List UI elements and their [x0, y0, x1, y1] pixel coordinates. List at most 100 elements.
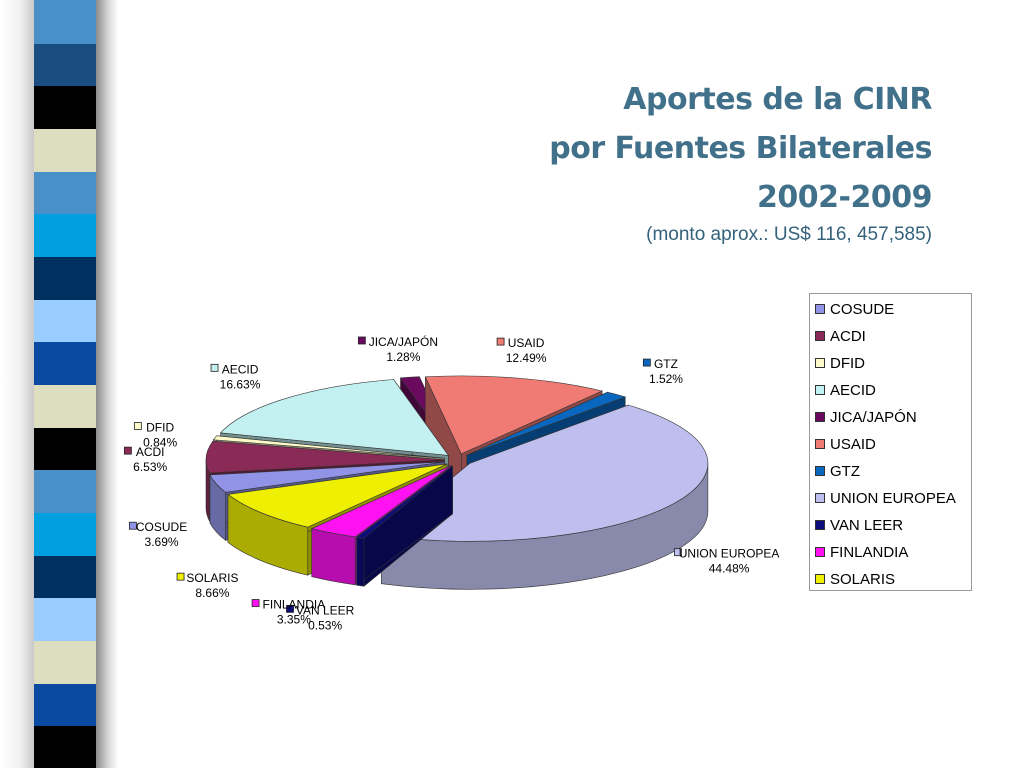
chart-legend: COSUDE ACDI DFID AECID JICA/JAPÓN USAID GTZ UNI…	[809, 293, 972, 591]
stripe-block	[34, 554, 96, 599]
slide-title-line-2: por Fuentes Bilaterales	[549, 131, 932, 166]
stripe-block	[34, 469, 96, 513]
legend-swatch	[815, 412, 825, 422]
legend-item-cosude: COSUDE	[815, 299, 894, 319]
data-label-name: ACDI	[136, 445, 165, 459]
stripe-block	[34, 640, 96, 684]
legend-swatch	[815, 466, 825, 476]
data-label-marker	[357, 336, 366, 345]
legend-label: USAID	[830, 435, 876, 453]
legend-item-usaid: USAID	[815, 434, 876, 454]
stripe-block	[34, 597, 96, 641]
data-label-name: GTZ	[654, 357, 678, 371]
pie-slice-top	[380, 404, 709, 542]
legend-item-solaris: SOLARIS	[815, 569, 895, 589]
pie-slice-top	[310, 465, 452, 538]
data-label-name: FINLANDIA	[263, 598, 326, 612]
data-label-percent: 0.84%	[143, 435, 177, 449]
stripe-block	[34, 725, 96, 768]
data-label-marker	[674, 548, 682, 557]
legend-item-dfid: DFID	[815, 353, 865, 373]
data-label-percent: 1.52%	[649, 372, 683, 386]
data-label-name: COSUDE	[136, 520, 187, 534]
data-label-percent: 6.53%	[133, 460, 167, 474]
stripe-block	[34, 384, 96, 428]
stripe-block	[34, 512, 96, 556]
pie-slice-top	[424, 375, 604, 455]
data-label-percent: 16.63%	[220, 377, 261, 391]
pie-slice-top	[355, 465, 453, 539]
stripe-block	[34, 298, 96, 343]
legend-label: GTZ	[830, 462, 860, 480]
stripe-block	[34, 682, 96, 727]
pie-slice-outer-wall	[311, 528, 356, 586]
legend-label: FINLANDIA	[830, 543, 909, 561]
data-label-marker	[210, 363, 219, 372]
legend-item-gtz: GTZ	[815, 461, 860, 481]
data-label-name: AECID	[222, 362, 259, 376]
data-label-percent: 3.35%	[277, 613, 311, 627]
data-label-name: SOLARIS	[186, 571, 238, 585]
data-label-name: USAID	[508, 336, 545, 350]
data-label-marker	[251, 599, 260, 607]
legend-swatch	[815, 493, 825, 503]
legend-swatch	[815, 304, 825, 314]
data-label-name: VAN LEER	[296, 603, 355, 617]
legend-item-acdi: ACDI	[815, 326, 866, 346]
pie-slice-top	[219, 379, 450, 456]
data-label-name: DFID	[146, 420, 174, 434]
pie-slice-top	[205, 440, 445, 474]
slide-title-line-3: 2002-2009	[757, 180, 932, 215]
legend-label: ACDI	[830, 327, 866, 345]
stripe-block	[34, 85, 96, 129]
pie-slice-outer-wall	[356, 536, 365, 587]
data-label-percent: 8.66%	[195, 586, 229, 600]
legend-label: COSUDE	[830, 300, 895, 318]
data-label-marker	[176, 572, 185, 581]
stripe-fade	[0, 0, 34, 768]
slide-subtitle: (monto aprox.: US$ 116, 457,585)	[646, 224, 932, 245]
legend-swatch	[815, 385, 825, 395]
data-label-name: JICA/JAPÓN	[369, 334, 438, 349]
pie-slice-top	[209, 461, 445, 493]
data-label-percent: 0.53%	[308, 618, 342, 632]
stripe-block	[34, 170, 96, 215]
pie-slice-top	[466, 391, 627, 456]
data-label-marker	[496, 337, 505, 346]
legend-item-finlandia: FINLANDIA	[815, 542, 908, 562]
data-label-marker	[133, 422, 142, 430]
legend-item-jica-jap-n: JICA/JAPÓN	[815, 407, 917, 427]
stripe-block	[34, 213, 96, 257]
stripe-block	[34, 426, 96, 471]
legend-label: DFID	[830, 354, 865, 372]
stripe-block	[34, 256, 96, 300]
legend-label: JICA/JAPÓN	[830, 408, 917, 426]
pie-slice-van-leer	[355, 465, 453, 587]
legend-label: UNION EUROPEA	[830, 489, 956, 507]
legend-label: SOLARIS	[830, 570, 896, 588]
data-label-percent: 1.28%	[386, 350, 420, 364]
legend-label: AECID	[830, 381, 876, 399]
legend-swatch	[815, 574, 825, 584]
stripe-block	[34, 341, 96, 385]
legend-swatch	[815, 547, 825, 557]
data-label-percent: 12.49%	[506, 351, 547, 365]
data-label-name: UNION EUROPEA	[679, 547, 780, 561]
data-label-percent: 44.48%	[709, 562, 750, 576]
decorative-stripe-band	[0, 0, 118, 768]
stripe-block	[34, 0, 96, 44]
legend-swatch	[815, 358, 825, 368]
legend-item-van-leer: VAN LEER	[815, 515, 903, 535]
data-label-marker	[286, 604, 294, 613]
data-label-marker	[123, 446, 132, 455]
